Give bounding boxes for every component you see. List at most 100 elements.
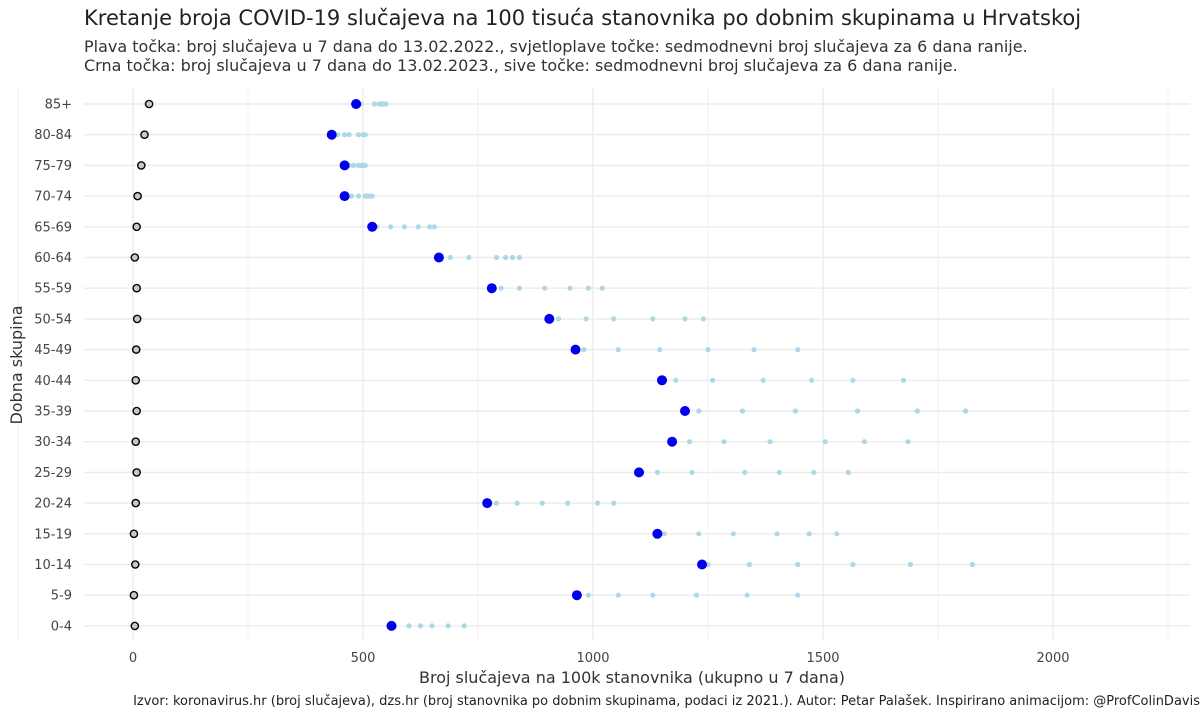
y-tick-label: 15-19: [34, 527, 72, 542]
point-2023-earlier: [133, 561, 139, 568]
point-2022: [680, 406, 690, 416]
point-2022-earlier: [907, 561, 914, 568]
point-2023: [132, 468, 141, 477]
point-2022-earlier: [509, 254, 516, 261]
point-2022-earlier: [447, 254, 453, 261]
point-2022-earlier: [431, 224, 437, 230]
point-2022-earlier: [742, 469, 748, 475]
point-2023-earlier: [135, 408, 141, 414]
x-tick-label: 2000: [1036, 651, 1069, 666]
y-tick-label: 25-29: [34, 466, 72, 481]
point-2023: [131, 345, 141, 354]
point-2022-earlier: [348, 193, 355, 199]
point-2022: [657, 375, 667, 386]
point-2022-earlier: [689, 469, 695, 475]
point-2022-earlier: [705, 347, 711, 353]
point-2023: [131, 375, 141, 385]
point-2022-earlier: [498, 285, 504, 291]
point-2023-earlier: [134, 500, 140, 506]
point-2022-earlier: [516, 254, 523, 261]
point-2022-earlier: [861, 439, 868, 445]
point-2022-earlier: [542, 285, 548, 291]
point-2022: [544, 313, 555, 324]
point-2022: [326, 129, 337, 140]
point-2023-earlier: [132, 592, 138, 598]
point-2022-earlier: [493, 500, 499, 506]
point-2022: [482, 498, 493, 509]
point-2022-earlier: [466, 254, 472, 261]
tick-labels: 0-4 5-9 10-14 15-19 20-24 25-29 30-34 35-39 40-4…: [34, 98, 1069, 667]
point-2022: [433, 252, 444, 263]
point-2022-earlier: [834, 531, 840, 537]
point-2023: [130, 253, 140, 262]
point-2022-earlier: [369, 193, 375, 199]
point-2022-earlier: [730, 531, 736, 537]
point-2023: [132, 283, 141, 293]
point-2022-earlier: [351, 162, 357, 168]
y-tick-label: 80-84: [34, 128, 72, 143]
point-2023-earlier: [134, 439, 140, 445]
point-2022-earlier: [776, 469, 782, 475]
point-2022-earlier: [567, 285, 573, 291]
point-2023: [133, 191, 142, 201]
point-2022-earlier: [661, 531, 667, 537]
point-2022-earlier: [539, 500, 546, 506]
point-2023: [144, 99, 154, 109]
point-2022-earlier: [371, 101, 378, 107]
point-2022: [652, 528, 663, 539]
y-axis-title: Dobna skupina: [7, 305, 26, 424]
point-2022-earlier: [565, 500, 571, 506]
point-2022-earlier: [905, 439, 911, 445]
y-tick-label: 60-64: [34, 251, 72, 266]
point-2023-earlier: [135, 316, 141, 322]
point-2023: [130, 560, 140, 569]
point-2023-earlier: [135, 469, 141, 475]
y-tick-label: 55-59: [34, 282, 72, 297]
point-2022-earlier: [611, 316, 617, 322]
point-2022-earlier: [654, 469, 661, 475]
point-2022-earlier: [615, 347, 621, 353]
point-2023: [132, 406, 141, 416]
point-2022-earlier: [795, 347, 801, 353]
point-2022-earlier: [615, 592, 621, 598]
point-2023: [136, 161, 146, 170]
y-tick-label: 30-34: [34, 435, 72, 450]
point-2022-earlier: [854, 408, 861, 414]
point-2023: [131, 437, 141, 447]
point-2023-earlier: [134, 377, 140, 383]
point-2023-earlier: [132, 531, 138, 537]
point-2022-earlier: [822, 439, 828, 445]
point-2023-earlier: [133, 623, 139, 629]
point-2022-earlier: [595, 500, 601, 506]
point-2023-earlier: [146, 101, 152, 107]
point-2022-earlier: [650, 592, 656, 598]
point-2022-earlier: [516, 285, 523, 291]
point-2022-earlier: [687, 439, 693, 445]
point-2022-earlier: [696, 531, 702, 537]
point-2022-earlier: [355, 193, 361, 199]
point-2022-earlier: [427, 224, 433, 230]
point-2022-earlier: [845, 469, 851, 475]
point-2023-earlier: [133, 254, 139, 261]
y-tick-label: 40-44: [34, 374, 72, 389]
point-2022-earlier: [401, 224, 407, 230]
point-2022-earlier: [693, 592, 700, 598]
point-2022-earlier: [342, 132, 348, 138]
x-tick-label: 500: [351, 651, 376, 666]
point-2022-earlier: [914, 408, 920, 414]
point-2022-earlier: [388, 224, 394, 230]
y-tick-label: 75-79: [34, 159, 72, 174]
point-2022-earlier: [362, 162, 368, 168]
point-2023: [131, 498, 141, 508]
point-2022: [339, 160, 350, 171]
point-2022-earlier: [751, 347, 757, 353]
point-2022-earlier: [739, 408, 746, 414]
point-2022-earlier: [721, 439, 727, 445]
point-2022-earlier: [744, 592, 750, 598]
point-2022-earlier: [650, 316, 656, 322]
point-2022-earlier: [696, 408, 702, 414]
point-2022-earlier: [657, 347, 663, 353]
point-2022-earlier: [503, 254, 509, 261]
point-2022-earlier: [611, 500, 617, 506]
